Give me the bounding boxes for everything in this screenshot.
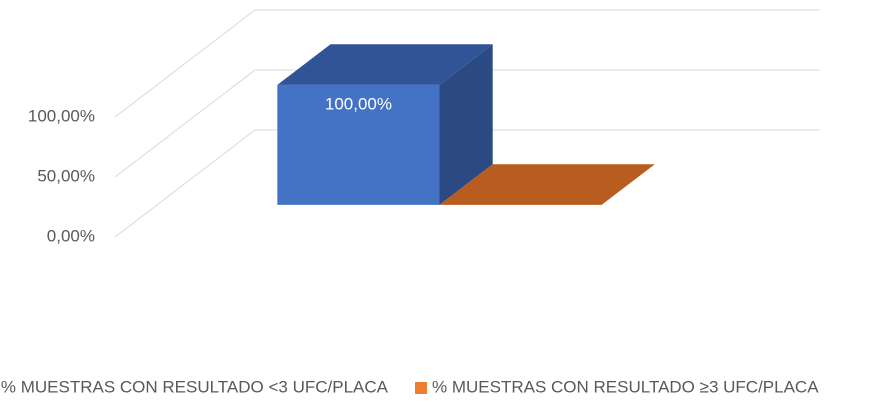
grid-line	[114, 69, 820, 178]
grid-line	[114, 9, 820, 118]
bar-side	[439, 44, 493, 205]
y-tick-label: 100,00%	[28, 106, 95, 125]
legend-label: % MUESTRAS CON RESULTADO ≥3 UFC/PLACA	[432, 377, 819, 396]
bar-front	[277, 84, 440, 205]
legend-label: % MUESTRAS CON RESULTADO <3 UFC/PLACA	[1, 377, 389, 396]
y-tick-label: 50,00%	[37, 166, 95, 185]
data-label: 0,00%	[496, 214, 544, 233]
grid-line	[114, 129, 820, 238]
bar-top	[277, 44, 493, 85]
legend-swatch	[415, 382, 427, 394]
bar-top	[439, 164, 655, 205]
data-label: 100,00%	[325, 94, 392, 113]
y-tick-label: 0,00%	[47, 226, 95, 245]
